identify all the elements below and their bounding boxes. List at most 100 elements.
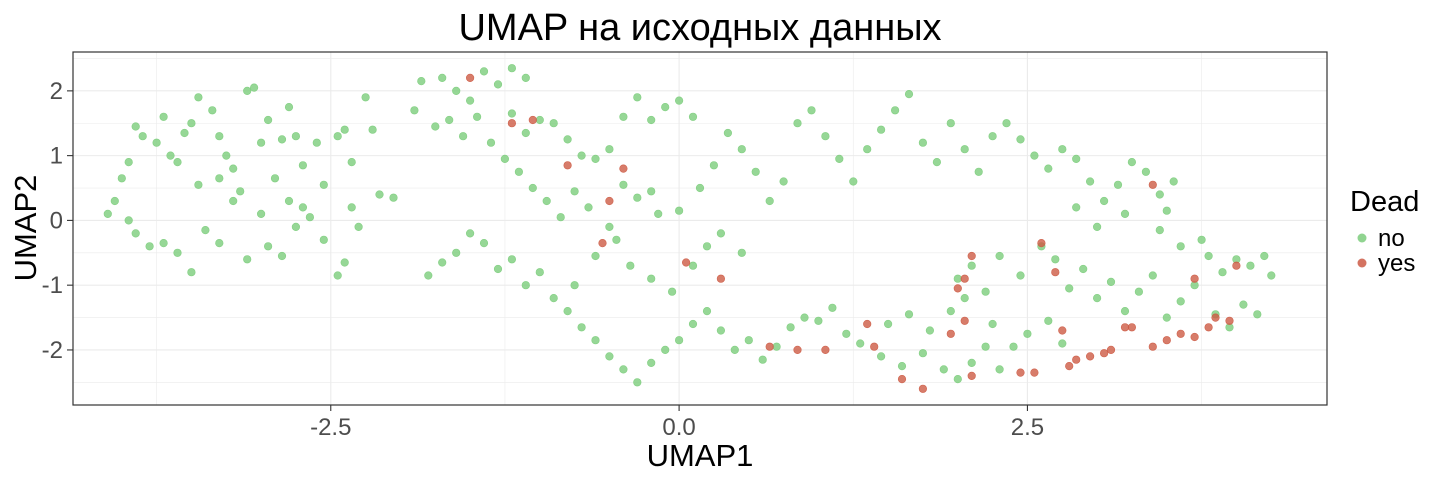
y-axis: -2 -1 0 1 2 xyxy=(42,78,73,364)
point-yes xyxy=(563,161,572,170)
point-no xyxy=(1155,226,1164,235)
point-no xyxy=(507,64,517,73)
point-no xyxy=(674,96,684,105)
y-tick-label: -1 xyxy=(42,272,63,299)
points-layer xyxy=(103,64,1276,393)
y-axis-title: UMAP2 xyxy=(8,175,43,282)
point-no xyxy=(556,213,565,222)
x-tick-label: 0.0 xyxy=(662,414,695,441)
point-no xyxy=(305,213,315,222)
point-no xyxy=(988,319,997,329)
point-no xyxy=(619,365,628,374)
point-yes xyxy=(870,342,879,351)
point-yes xyxy=(1148,180,1157,189)
point-no xyxy=(347,158,356,167)
point-no xyxy=(758,355,767,364)
point-yes xyxy=(765,342,774,351)
point-no xyxy=(535,268,544,277)
point-yes xyxy=(967,251,976,261)
point-no xyxy=(953,375,962,384)
point-no xyxy=(1169,177,1178,186)
point-no xyxy=(431,122,440,131)
point-no xyxy=(807,106,816,115)
point-no xyxy=(291,132,301,141)
point-no xyxy=(1141,167,1150,176)
point-no xyxy=(131,229,140,238)
point-yes xyxy=(953,284,962,293)
point-no xyxy=(904,310,914,319)
point-no xyxy=(1176,242,1185,251)
point-no xyxy=(876,352,886,361)
legend-title: Dead xyxy=(1350,186,1419,218)
point-no xyxy=(173,158,182,167)
point-no xyxy=(110,196,119,206)
point-no xyxy=(1267,271,1276,280)
point-no xyxy=(1044,316,1053,325)
point-yes xyxy=(1106,345,1116,355)
point-no xyxy=(201,226,210,235)
y-tick-label: 1 xyxy=(50,143,63,170)
point-no xyxy=(354,222,363,231)
point-no xyxy=(688,319,698,329)
point-no xyxy=(633,93,642,102)
point-no xyxy=(131,122,140,131)
point-no xyxy=(967,261,976,270)
point-no xyxy=(222,151,231,160)
point-no xyxy=(737,248,746,257)
point-no xyxy=(479,67,489,76)
point-no xyxy=(1058,145,1067,154)
point-no xyxy=(229,196,238,206)
point-yes xyxy=(681,258,691,267)
point-no xyxy=(897,362,907,371)
point-no xyxy=(257,138,266,147)
point-no xyxy=(270,174,280,183)
point-no xyxy=(1176,297,1185,306)
point-yes xyxy=(1211,313,1220,322)
point-no xyxy=(674,206,684,215)
plot-panel-border xyxy=(72,51,1328,406)
point-no xyxy=(737,145,746,154)
point-no xyxy=(605,145,614,154)
point-no xyxy=(619,180,628,189)
point-yes xyxy=(960,316,969,325)
point-yes xyxy=(1162,336,1171,345)
point-no xyxy=(250,83,259,92)
point-no xyxy=(493,80,503,89)
point-no xyxy=(1079,264,1088,274)
point-no xyxy=(445,115,454,125)
point-no xyxy=(521,281,530,290)
point-no xyxy=(479,239,489,248)
point-no xyxy=(438,73,447,82)
point-no xyxy=(1092,222,1102,231)
point-yes xyxy=(528,115,537,125)
point-no xyxy=(751,167,760,176)
point-no xyxy=(570,187,579,196)
point-no xyxy=(647,187,656,196)
y-tick-label: -2 xyxy=(42,337,63,364)
x-axis: -2.5 0.0 2.5 xyxy=(310,405,1044,441)
point-no xyxy=(417,76,426,86)
point-no xyxy=(849,177,858,186)
point-no xyxy=(647,115,656,125)
point-no xyxy=(779,177,788,186)
point-no xyxy=(194,180,203,189)
point-no xyxy=(723,128,733,138)
point-no xyxy=(500,154,510,163)
point-no xyxy=(1058,339,1067,348)
point-yes xyxy=(1232,261,1241,270)
point-no xyxy=(1106,277,1116,287)
point-no xyxy=(960,294,969,303)
point-no xyxy=(1148,271,1157,280)
point-no xyxy=(257,209,266,218)
point-no xyxy=(800,313,809,322)
point-no xyxy=(647,358,656,368)
point-no xyxy=(187,268,196,277)
point-no xyxy=(988,132,997,141)
point-no xyxy=(528,183,537,193)
point-no xyxy=(1197,235,1206,244)
point-no xyxy=(319,180,328,189)
point-no xyxy=(180,128,189,138)
point-yes xyxy=(1037,239,1046,248)
point-no xyxy=(577,151,586,160)
point-yes xyxy=(1072,355,1081,364)
